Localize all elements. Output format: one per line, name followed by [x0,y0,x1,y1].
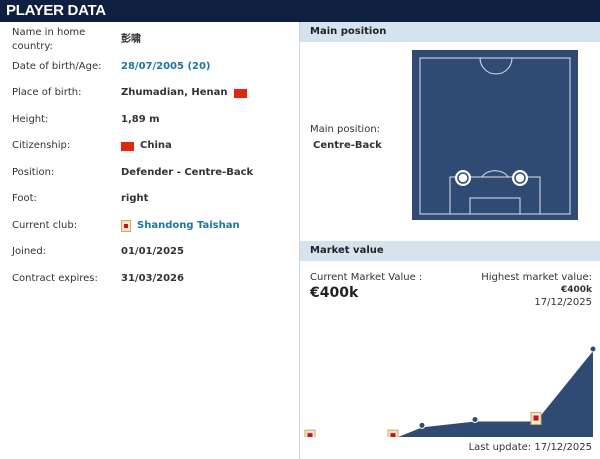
detail-label: Height: [12,113,49,125]
detail-value: 彭啸 [121,34,141,45]
detail-value-wrap: 01/01/2025 [121,245,184,259]
main-position-header: Main position [300,22,600,42]
pitch-diagram [412,50,578,220]
detail-row: Foot: right [12,192,148,206]
market-value-line [310,348,594,437]
detail-row: Date of birth/Age: 28/07/2005 (20) [12,60,211,74]
china-flag-icon [121,141,134,151]
market-value-point [471,416,479,423]
detail-label: Contract expires: [12,272,98,284]
detail-row: Citizenship: China [12,139,172,153]
detail-value-wrap: 31/03/2026 [121,272,184,286]
detail-value: 01/01/2025 [121,246,184,257]
last-update: Last update: 17/12/2025 [468,442,592,453]
detail-value[interactable]: 28/07/2005 (20) [121,60,211,72]
detail-label: Place of birth: [12,87,82,98]
detail-value: Defender - Centre-Back [121,166,254,178]
detail-label: Foot: [12,193,37,204]
player-details: Name in home country: 彭啸 Date of birth/Age… [0,22,299,459]
detail-row: Place of birth: Zhumadian, Henan [12,86,247,100]
detail-row: Name in home country: 彭啸 [12,27,141,52]
highest-market-value-label: Highest market value: [481,272,592,283]
detail-label: Joined: [12,246,47,257]
detail-value-wrap: 28/07/2005 (20) [121,60,211,74]
detail-row: Position: Defender - Centre-Back [12,166,253,180]
page-header: PLAYER DATA [0,0,600,22]
detail-value-wrap: 彭啸 [121,33,141,47]
detail-label: Citizenship: [12,140,71,151]
detail-row: Joined: 01/01/2025 [12,245,184,259]
detail-value: 1,89 m [121,113,160,125]
market-value-point [589,345,597,353]
detail-value: 31/03/2026 [121,272,184,284]
main-position-label: Main position: [310,124,381,135]
detail-row: Current club: Shandong Taishan [12,219,240,233]
detail-value-wrap: Defender - Centre-Back [121,166,253,180]
china-flag-icon [233,88,247,98]
detail-value-wrap: right [121,192,148,206]
current-market-value-label: Current Market Value : [310,272,423,283]
detail-label: Position: [12,166,55,178]
market-value-area [398,351,593,437]
detail-value: China [140,140,172,151]
detail-label: Name in home country: [12,27,86,52]
current-market-value: €400k [310,285,359,301]
detail-value-wrap: 1,89 m [121,113,160,127]
club-crest-point [304,429,316,437]
detail-value-wrap: Zhumadian, Henan [121,86,247,100]
detail-value-wrap: China [121,139,172,153]
detail-value-wrap: Shandong Taishan [121,219,240,233]
detail-label: Current club: [12,219,78,231]
detail-value: right [121,193,149,204]
detail-value: Zhumadian, Henan [121,87,228,98]
detail-label: Date of birth/Age: [12,60,102,72]
club-crest-point [387,429,399,437]
detail-row: Height: 1,89 m [12,113,160,127]
detail-row: Contract expires: 31/03/2026 [12,272,184,286]
highest-market-value: €400k [560,285,592,295]
main-position-value: Centre-Back [313,140,382,151]
market-value-header: Market value [300,241,600,261]
highest-market-value-date: 17/12/2025 [534,297,592,308]
right-column: Main position Main position: Centre-Back… [299,22,600,459]
market-value-chart [304,345,597,437]
detail-value[interactable]: Shandong Taishan [137,219,240,231]
market-value-point [418,421,426,429]
club-crest-point [530,412,542,425]
club-crest-icon[interactable] [121,219,131,232]
